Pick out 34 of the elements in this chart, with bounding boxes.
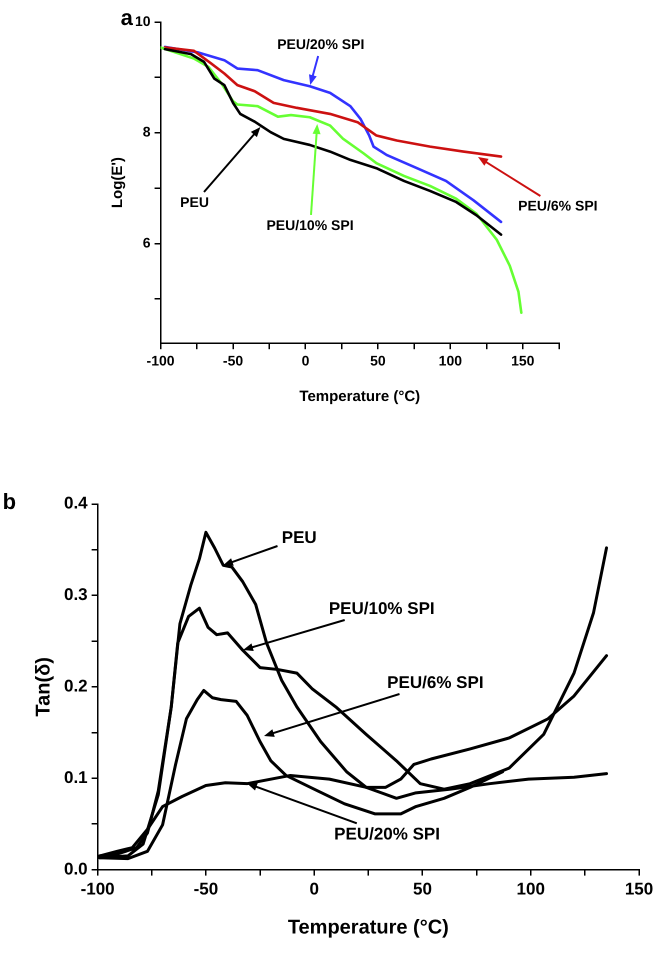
x-tick-label: 100 <box>516 879 545 898</box>
chart-title: b <box>2 489 16 514</box>
x-tick-label: -100 <box>80 879 115 898</box>
y-tick-label: 6 <box>142 234 151 250</box>
annotation: PEU/10% SPI <box>328 598 435 618</box>
x-tick-label: 150 <box>624 879 654 898</box>
annotation: PEU/20% SPI <box>277 36 364 52</box>
x-axis-title: Temperature (°C) <box>288 916 449 939</box>
annotation: PEU <box>180 194 209 210</box>
x-tick-label: -50 <box>222 352 244 368</box>
y-tick-label: 0.3 <box>64 585 88 604</box>
x-tick-label: -100 <box>146 352 175 368</box>
chart-title: a <box>120 5 134 30</box>
x-axis-title: Temperature (°C) <box>299 388 420 406</box>
x-tick-label: 0 <box>309 879 319 898</box>
annotation: PEU/20% SPI <box>334 824 440 844</box>
x-tick-label: 100 <box>438 352 462 368</box>
x-tick-label: 50 <box>370 352 386 368</box>
y-axis-title: Log(E') <box>109 157 126 208</box>
y-tick-label: 0.4 <box>64 494 88 513</box>
y-axis-title: Tan(δ) <box>32 657 55 717</box>
annotation: PEU <box>282 528 317 547</box>
annotation: PEU/6% SPI <box>387 672 484 692</box>
x-tick-label: 150 <box>511 352 535 368</box>
x-tick-label: -50 <box>194 879 218 898</box>
y-tick-label: 10 <box>134 12 151 29</box>
y-tick-label: 0.1 <box>64 768 88 787</box>
x-tick-label: 50 <box>412 879 432 898</box>
annotation: PEU/6% SPI <box>518 197 598 214</box>
y-tick-label: 0.0 <box>64 859 88 878</box>
y-tick-label: 8 <box>142 124 151 140</box>
annotation: PEU/10% SPI <box>266 216 354 233</box>
x-tick-label: 0 <box>302 352 310 368</box>
y-tick-label: 0.2 <box>64 676 88 696</box>
